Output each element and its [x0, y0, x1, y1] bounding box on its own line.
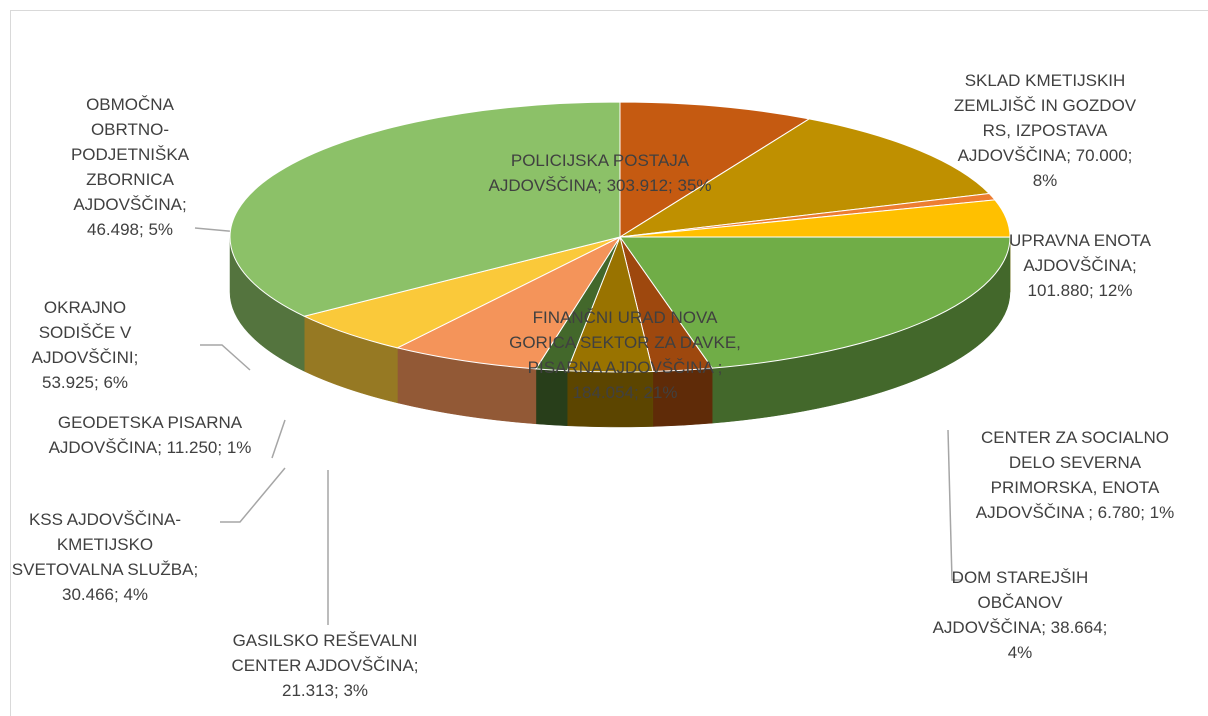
separator: ;: [181, 195, 187, 214]
category-name: FINANČNI URAD NOVA GORICA SEKTOR ZA DAVK…: [509, 308, 741, 377]
value-label: 21.313: [281, 681, 334, 700]
percent-label: 3%: [343, 681, 369, 700]
percent-label: 1%: [1149, 503, 1175, 522]
data-label: OKRAJNO SODIŠČE V AJDOVŠČINI; 53.925; 6%: [10, 295, 160, 395]
percent-label: 4%: [1007, 643, 1033, 662]
percent-label: 21%: [643, 383, 678, 402]
data-label: CENTER ZA SOCIALNO DELO SEVERNA PRIMORSK…: [960, 425, 1190, 525]
data-label: GEODETSKA PISARNA AJDOVŠČINA; 11.250; 1%: [30, 410, 270, 460]
separator: ;: [113, 585, 124, 604]
leader-line: [200, 344, 251, 371]
separator: ;: [597, 176, 607, 195]
category-name: OKRAJNO SODIŠČE V AJDOVŠČINI: [31, 298, 134, 367]
pie-slice: [396, 235, 622, 370]
percent-label: 35%: [677, 176, 712, 195]
separator: ;: [1127, 146, 1133, 165]
separator: ;: [1131, 256, 1137, 275]
pie-slice: [619, 236, 1011, 369]
value-label: 303.912: [606, 176, 669, 195]
separator: ;: [217, 438, 227, 457]
pie-slice: [229, 101, 621, 317]
data-label: DOM STAREJŠIH OBČANOV AJDOVŠČINA; 38.664…: [930, 565, 1110, 665]
category-name: GASILSKO REŠEVALNI CENTER AJDOVŠČINA: [231, 631, 418, 675]
percent-label: 6%: [103, 373, 129, 392]
separator: ;: [193, 560, 199, 579]
separator: ;: [1041, 618, 1051, 637]
data-label: GASILSKO REŠEVALNI CENTER AJDOVŠČINA; 21…: [205, 628, 445, 703]
separator: ;: [133, 348, 139, 367]
category-name: CENTER ZA SOCIALNO DELO SEVERNA PRIMORSK…: [975, 428, 1169, 522]
value-label: 30.466: [61, 585, 114, 604]
separator: ;: [93, 373, 104, 392]
separator: ;: [1140, 503, 1150, 522]
category-name: OBMOČNA OBRTNO-PODJETNIŠKA ZBORNICA AJDO…: [70, 95, 190, 214]
pie-slice: [619, 118, 991, 238]
separator: ;: [138, 220, 149, 239]
data-label: POLICIJSKA POSTAJA AJDOVŠČINA; 303.912; …: [480, 148, 720, 198]
separator: ;: [633, 383, 644, 402]
separator: ;: [157, 438, 167, 457]
value-label: 184.054: [572, 383, 634, 402]
percent-label: 12%: [1098, 281, 1133, 300]
leader-line: [220, 467, 286, 523]
data-label: FINANČNI URAD NOVA GORICA SEKTOR ZA DAVK…: [505, 305, 745, 405]
percent-label: 5%: [148, 220, 174, 239]
value-label: 11.250: [166, 438, 218, 457]
category-name: SKLAD KMETIJSKIH ZEMLJIŠČ IN GOZDOV RS, …: [953, 71, 1137, 165]
separator: ;: [668, 176, 678, 195]
value-label: 6.780: [1097, 503, 1141, 522]
percent-label: 4%: [123, 585, 149, 604]
pie-sides: [229, 236, 1011, 428]
value-label: 46.498: [86, 220, 139, 239]
pie-slice: [619, 101, 811, 238]
separator: ;: [1088, 503, 1098, 522]
pie-tops: [229, 101, 1011, 373]
leader-line: [947, 429, 962, 581]
data-label: OBMOČNA OBRTNO-PODJETNIŠKA ZBORNICA AJDO…: [50, 92, 210, 242]
chart-frame: [10, 10, 1208, 716]
value-label: 38.664: [1050, 618, 1103, 637]
category-name: UPRAVNA ENOTA AJDOVŠČINA: [1008, 231, 1151, 275]
separator: ;: [1088, 281, 1099, 300]
separator: ;: [1102, 618, 1108, 637]
percent-label: 1%: [226, 438, 252, 457]
category-name: DOM STAREJŠIH OBČANOV AJDOVŠČINA: [932, 568, 1089, 637]
percent-label: 8%: [1032, 171, 1058, 190]
category-name: KSS AJDOVŠČINA-KMETIJSKO SVETOVALNA SLUŽ…: [11, 510, 194, 579]
separator: ;: [1066, 146, 1076, 165]
data-label: SKLAD KMETIJSKIH ZEMLJIŠČ IN GOZDOV RS, …: [945, 68, 1145, 193]
category-name: GEODETSKA PISARNA AJDOVŠČINA: [48, 413, 243, 457]
value-label: 53.925: [41, 373, 94, 392]
value-label: 101.880: [1027, 281, 1089, 300]
data-label: UPRAVNA ENOTA AJDOVŠČINA; 101.880; 12%: [995, 228, 1165, 303]
separator: ;: [333, 681, 344, 700]
leader-line: [271, 419, 286, 459]
category-name: POLICIJSKA POSTAJA AJDOVŠČINA: [488, 151, 690, 195]
separator: ;: [717, 358, 723, 377]
data-label: KSS AJDOVŠČINA-KMETIJSKO SVETOVALNA SLUŽ…: [5, 507, 205, 607]
value-label: 70.000: [1075, 146, 1128, 165]
separator: ;: [413, 656, 419, 675]
